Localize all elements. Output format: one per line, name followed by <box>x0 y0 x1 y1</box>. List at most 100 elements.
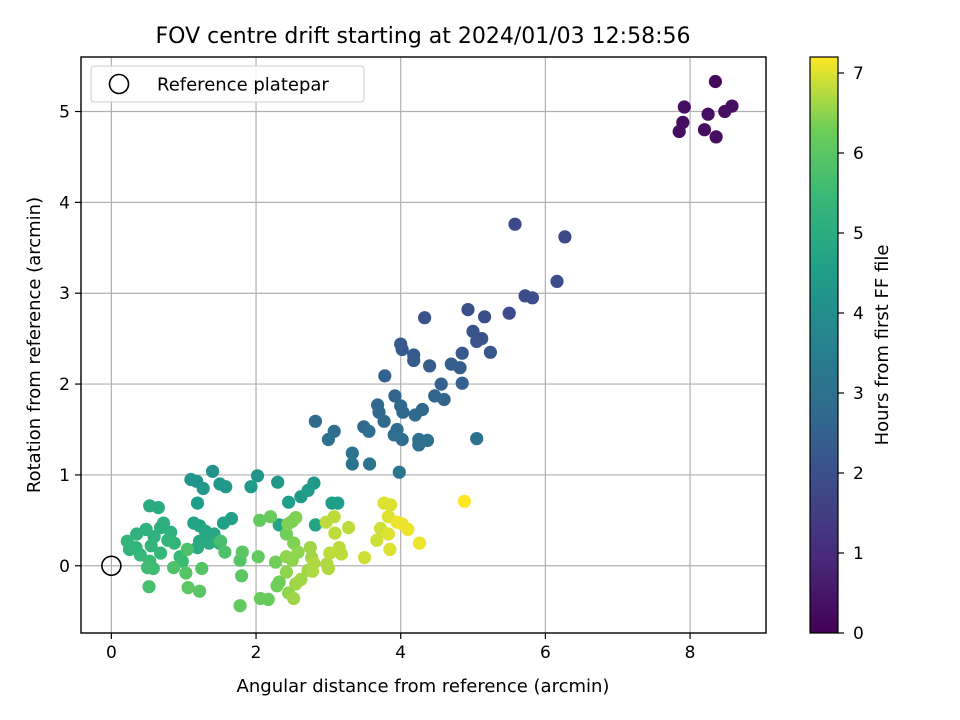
y-tick-label: 1 <box>59 466 70 486</box>
x-tick-label: 8 <box>685 643 696 663</box>
data-point <box>362 424 376 438</box>
data-point <box>282 495 296 509</box>
colorbar-tick-label: 1 <box>853 544 864 564</box>
data-point <box>244 480 258 494</box>
data-point <box>195 561 209 576</box>
legend: Reference platepar <box>90 65 365 103</box>
data-point <box>144 539 158 553</box>
data-point <box>470 334 484 348</box>
data-point <box>151 501 165 515</box>
data-point <box>434 377 448 391</box>
data-point <box>437 392 451 407</box>
colorbar-tick-label: 2 <box>853 464 864 484</box>
data-point <box>457 494 471 508</box>
data-point <box>219 480 233 494</box>
data-point <box>327 510 341 524</box>
y-tick-label: 3 <box>59 284 70 304</box>
data-point <box>216 516 231 530</box>
colorbar-tick-label: 5 <box>853 224 864 244</box>
data-point <box>305 564 320 578</box>
colorbar-tick-label: 6 <box>853 144 864 164</box>
data-point <box>407 353 421 367</box>
data-point <box>331 496 345 510</box>
y-tick-label: 0 <box>59 557 70 577</box>
data-point <box>418 311 432 325</box>
data-point <box>395 342 409 357</box>
data-point <box>508 217 522 231</box>
data-point <box>392 465 406 479</box>
data-point <box>708 74 723 89</box>
data-point <box>253 513 267 527</box>
data-point <box>345 446 359 460</box>
data-point <box>453 361 467 375</box>
colorbar-tick-label: 4 <box>853 304 864 324</box>
y-tick-label: 4 <box>59 193 70 213</box>
data-point <box>672 124 686 139</box>
reference-platepar-marker <box>101 555 122 577</box>
data-point <box>251 550 265 564</box>
data-point <box>502 306 516 320</box>
data-point <box>214 534 228 548</box>
x-tick-label: 4 <box>395 643 406 663</box>
colorbar-label: Hours from first FF file <box>872 245 893 446</box>
colorbar-tick-label: 3 <box>853 384 864 404</box>
x-axis-ticks: 0 2 4 6 8 <box>106 633 695 663</box>
data-point <box>345 457 359 471</box>
data-point <box>269 555 283 569</box>
data-point <box>550 274 564 288</box>
data-point <box>378 369 392 383</box>
data-point <box>321 432 335 447</box>
data-point <box>250 469 265 483</box>
data-point <box>483 345 497 359</box>
data-point <box>279 527 293 541</box>
data-point <box>193 584 207 598</box>
data-point <box>455 346 469 360</box>
data-point <box>190 496 205 510</box>
data-point <box>308 414 322 428</box>
data-point <box>142 580 156 594</box>
data-point <box>196 481 210 496</box>
data-point <box>270 579 284 593</box>
data-point <box>466 324 480 338</box>
plot-frame <box>80 56 767 634</box>
data-point <box>202 536 216 550</box>
chart-title: FOV centre drift starting at 2024/01/03 … <box>156 24 691 49</box>
data-point <box>294 490 308 504</box>
data-point <box>363 457 377 471</box>
colorbar-tick-label: 7 <box>853 64 864 84</box>
data-point <box>263 510 278 524</box>
x-tick-label: 0 <box>106 643 117 663</box>
data-point <box>154 521 168 535</box>
data-point <box>179 566 193 580</box>
data-point <box>697 123 712 137</box>
data-point <box>167 561 181 575</box>
data-point <box>235 569 249 583</box>
data-point <box>206 464 220 478</box>
data-point <box>408 408 422 422</box>
data-point <box>328 526 342 540</box>
legend-box <box>90 65 365 103</box>
data-point <box>303 541 317 555</box>
data-point <box>357 551 372 565</box>
y-axis-ticks: 0 1 2 3 4 5 <box>59 103 81 577</box>
data-point <box>294 572 308 587</box>
y-tick-label: 5 <box>59 103 70 123</box>
legend-entry-reference-platepar: Reference platepar <box>157 75 329 96</box>
data-point <box>289 510 303 525</box>
data-point <box>470 432 484 446</box>
colorbar-ticks: 0 1 2 3 4 5 6 7 <box>838 64 864 644</box>
data-point <box>455 376 469 390</box>
data-point <box>396 405 410 419</box>
data-point <box>377 414 391 428</box>
data-point <box>423 359 437 373</box>
data-point <box>271 475 285 489</box>
data-point <box>133 548 147 562</box>
data-point <box>233 599 247 613</box>
data-point <box>308 518 322 532</box>
data-point <box>154 546 168 560</box>
y-tick-label: 2 <box>59 375 70 395</box>
data-point <box>291 545 305 559</box>
data-point <box>412 536 427 550</box>
data-point <box>718 104 732 119</box>
data-point <box>383 542 397 557</box>
